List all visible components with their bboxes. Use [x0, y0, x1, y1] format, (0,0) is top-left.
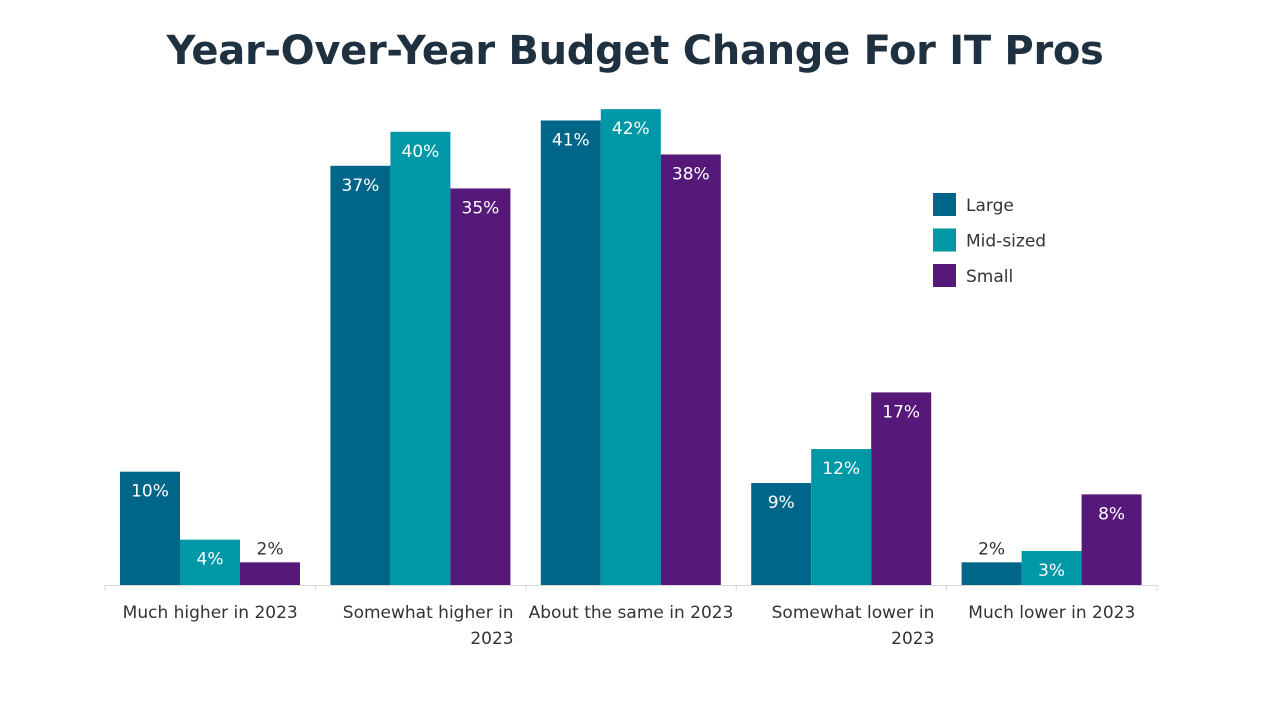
legend: Large Mid-sized Small: [933, 193, 1046, 287]
bar-mid-sized: [600, 109, 661, 585]
bar-small: [871, 392, 932, 585]
legend-swatch: [933, 193, 956, 216]
bar-large: [540, 120, 601, 585]
x-axis-ticks: [104, 585, 1158, 591]
category-label: Much higher in 2023: [123, 603, 298, 623]
legend-item-small: Small: [933, 264, 1013, 287]
bar-value-label: 41%: [552, 130, 590, 150]
legend-label: Mid-sized: [966, 232, 1046, 252]
bar-mid-sized: [180, 539, 240, 585]
bar-value-label: 4%: [197, 550, 224, 570]
legend-swatch: [933, 228, 956, 252]
legend-item-large: Large: [933, 193, 1014, 216]
bar-small: [450, 188, 511, 585]
category-label: About the same in 2023: [529, 603, 734, 623]
bar-value-labels: 10% 37% 41% 9% 2% 4% 40% 42% 12% 3% 2% 35% 38% 17% 8%: [131, 119, 1125, 581]
category-label: Somewhat higher in 2023: [343, 603, 514, 649]
bar-value-label: 17%: [882, 402, 920, 422]
bar-value-label: 2%: [978, 539, 1005, 559]
category-label: Much lower in 2023: [968, 603, 1135, 623]
bar-large: [751, 483, 812, 585]
bar-value-label: 3%: [1038, 561, 1065, 581]
chart-title: Year-Over-Year Budget Change For IT Pros: [166, 28, 1104, 74]
legend-label: Small: [966, 267, 1013, 287]
bar-value-label: 9%: [768, 493, 795, 513]
bar-value-label: 40%: [402, 142, 440, 162]
legend-item-mid-sized: Mid-sized: [933, 228, 1046, 252]
bar-value-label: 35%: [462, 198, 500, 218]
category-labels: Much higher in 2023 Somewhat higher in 202…: [123, 603, 1136, 649]
bars-layer: [120, 109, 1142, 586]
bar-mid-sized: [811, 449, 872, 585]
bar-value-label: 37%: [342, 176, 380, 196]
bar-large: [330, 165, 391, 586]
bar-value-label: 42%: [612, 119, 650, 139]
bar-small: [1081, 494, 1142, 585]
category-label: Somewhat lower in 2023: [772, 603, 935, 649]
bar-value-label: 38%: [672, 164, 710, 184]
bar-value-label: 12%: [822, 459, 860, 479]
bar-value-label: 2%: [257, 539, 284, 559]
bar-value-label: 8%: [1098, 504, 1125, 524]
bar-small: [240, 562, 300, 585]
bar-small: [660, 154, 721, 585]
bar-value-label: 10%: [131, 482, 169, 502]
legend-swatch: [933, 264, 956, 287]
bar-large: [120, 471, 180, 585]
bar-mid-sized: [390, 131, 451, 586]
legend-label: Large: [966, 196, 1014, 216]
bar-mid-sized: [1021, 551, 1082, 585]
bar-large: [961, 562, 1022, 585]
